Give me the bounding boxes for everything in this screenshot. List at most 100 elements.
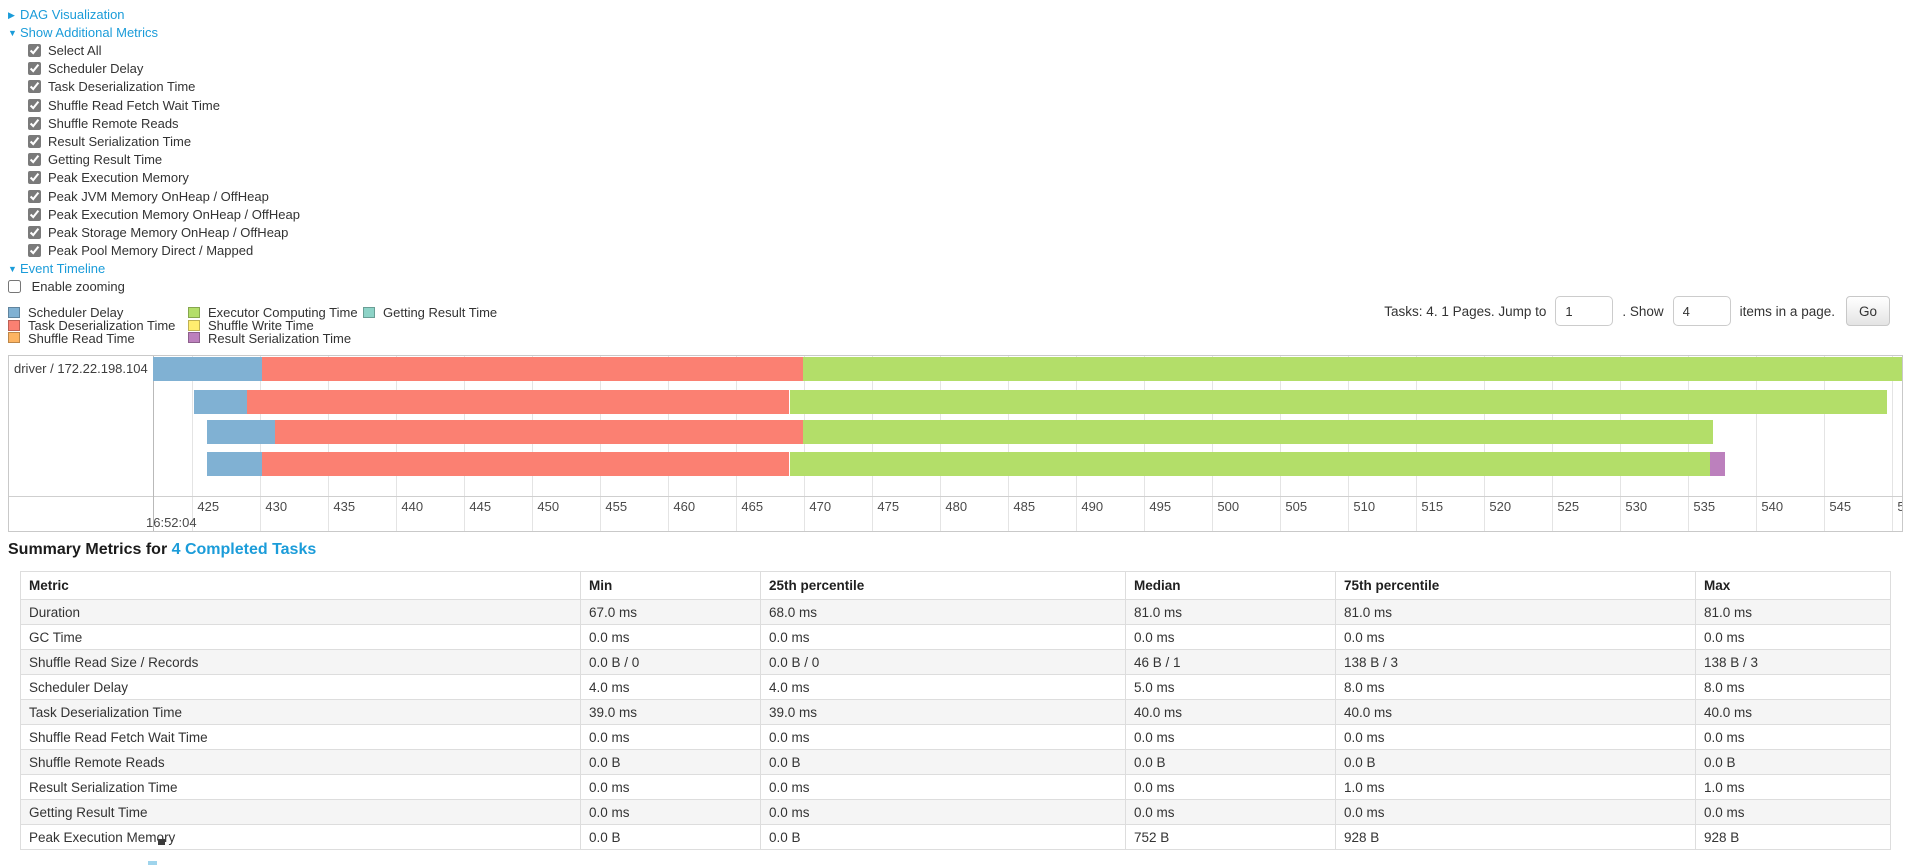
task-bar-segment-scheduler-delay[interactable]	[193, 390, 247, 414]
items-per-page-input[interactable]	[1672, 296, 1731, 326]
legend-item: Task Deserialization Time	[8, 317, 176, 333]
task-bar-segment-executor-computing[interactable]	[803, 420, 1713, 444]
tick-label: 505	[1285, 499, 1308, 514]
table-cell: 0.0 B	[580, 824, 761, 850]
tick-label: 450	[537, 499, 560, 514]
tick-label: 455	[605, 499, 628, 514]
task-bar-segment-executor-computing[interactable]	[789, 390, 1887, 414]
metric-checkbox-0[interactable]: Select All	[28, 42, 300, 60]
go-button[interactable]: Go	[1845, 296, 1890, 326]
metric-checkbox-10[interactable]: Peak Storage Memory OnHeap / OffHeap	[28, 224, 300, 242]
table-cell: 0.0 B / 0	[760, 649, 1126, 675]
table-cell: 39.0 ms	[580, 699, 761, 725]
task-bar-segment-task-deserialization[interactable]	[261, 357, 804, 381]
table-cell: Result Serialization Time	[20, 774, 581, 800]
task-bar-segment-executor-computing[interactable]	[789, 452, 1711, 476]
metric-checkbox-label: Peak Execution Memory OnHeap / OffHeap	[48, 206, 300, 222]
metric-checkbox-5[interactable]: Result Serialization Time	[28, 133, 300, 151]
metric-checkbox-input[interactable]	[28, 153, 41, 167]
legend-swatch-icon	[188, 332, 200, 344]
table-cell: 81.0 ms	[1335, 599, 1696, 625]
legend-label: Shuffle Write Time	[208, 317, 314, 333]
tick-label: 550	[1897, 499, 1902, 514]
metric-checkbox-9[interactable]: Peak Execution Memory OnHeap / OffHeap	[28, 206, 300, 224]
legend-column: Getting Result Time	[363, 305, 497, 320]
legend-label: Task Deserialization Time	[28, 317, 176, 333]
legend-item: Shuffle Write Time	[188, 317, 358, 333]
metric-checkbox-input[interactable]	[28, 189, 41, 203]
table-cell: 0.0 ms	[1125, 724, 1336, 750]
metric-checkbox-input[interactable]	[28, 134, 41, 148]
metric-checkbox-input[interactable]	[28, 44, 41, 57]
table-cell: Duration	[20, 599, 581, 625]
metric-checkbox-label: Select All	[48, 43, 102, 58]
table-cell: 8.0 ms	[1695, 674, 1891, 700]
metric-checkbox-input[interactable]	[28, 62, 41, 76]
legend-swatch-icon	[8, 306, 20, 318]
metric-checkbox-1[interactable]: Scheduler Delay	[28, 60, 300, 78]
metric-checkbox-3[interactable]: Shuffle Read Fetch Wait Time	[28, 97, 300, 115]
metric-checkbox-label: Peak JVM Memory OnHeap / OffHeap	[48, 188, 269, 204]
metric-checkbox-input[interactable]	[28, 80, 41, 94]
show-additional-metrics-toggle[interactable]: ▼ Show Additional Metrics	[8, 24, 300, 42]
table-cell: 0.0 ms	[580, 774, 761, 800]
tick-label: 500	[1217, 499, 1240, 514]
table-cell: 0.0 ms	[1695, 724, 1891, 750]
tick-label: 535	[1693, 499, 1716, 514]
table-cell: 4.0 ms	[580, 674, 761, 700]
table-cell: 0.0 ms	[1695, 624, 1891, 650]
table-cell: Shuffle Read Fetch Wait Time	[20, 724, 581, 750]
metric-checkbox-8[interactable]: Peak JVM Memory OnHeap / OffHeap	[28, 188, 300, 206]
task-bar-segment-task-deserialization[interactable]	[261, 452, 790, 476]
task-bar-segment-scheduler-delay[interactable]	[153, 357, 262, 381]
metric-checkbox-7[interactable]: Peak Execution Memory	[28, 169, 300, 187]
pagination-items-text: items in a page.	[1739, 303, 1835, 319]
dag-visualization-label: DAG Visualization	[20, 7, 125, 22]
legend-item: Getting Result Time	[363, 305, 497, 320]
task-bar-segment-executor-computing[interactable]	[803, 357, 1902, 381]
metric-checkbox-label: Shuffle Remote Reads	[48, 115, 179, 131]
metric-checkbox-11[interactable]: Peak Pool Memory Direct / Mapped	[28, 242, 300, 260]
tick-label: 460	[673, 499, 696, 514]
table-cell: GC Time	[20, 624, 581, 650]
dag-visualization-toggle[interactable]: ▶ DAG Visualization	[8, 6, 300, 24]
metric-checkbox-input[interactable]	[28, 116, 41, 130]
gridline	[192, 356, 194, 531]
gridline	[1892, 356, 1894, 531]
metric-checkbox-input[interactable]	[28, 225, 41, 239]
tick-label: 485	[1013, 499, 1036, 514]
tick-label: 445	[469, 499, 492, 514]
enable-zooming-input[interactable]	[8, 280, 21, 294]
table-cell: Shuffle Remote Reads	[20, 749, 581, 775]
table-cell: 0.0 B	[1335, 749, 1696, 775]
task-bar-segment-scheduler-delay[interactable]	[207, 452, 262, 476]
metric-checkbox-input[interactable]	[28, 244, 41, 258]
tick-label: 530	[1625, 499, 1648, 514]
metric-checkbox-input[interactable]	[28, 171, 41, 185]
task-bar-segment-task-deserialization[interactable]	[246, 390, 790, 414]
task-bar-segment-task-deserialization[interactable]	[275, 420, 804, 444]
metric-checkbox-2[interactable]: Task Deserialization Time	[28, 78, 300, 96]
completed-tasks-link[interactable]: 4 Completed Tasks	[171, 541, 317, 558]
metric-checkbox-input[interactable]	[28, 207, 41, 221]
expanded-arrow-icon: ▼	[8, 264, 17, 275]
tick-label: 435	[333, 499, 356, 514]
event-timeline-toggle[interactable]: ▼ Event Timeline	[8, 260, 300, 278]
show-additional-metrics-label: Show Additional Metrics	[20, 25, 159, 40]
jump-to-page-input[interactable]	[1555, 296, 1614, 326]
table-cell: 0.0 ms	[1125, 624, 1336, 650]
metric-checkbox-input[interactable]	[28, 98, 41, 112]
tick-label: 430	[265, 499, 288, 514]
tick-label: 470	[809, 499, 832, 514]
metric-checkbox-4[interactable]: Shuffle Remote Reads	[28, 115, 300, 133]
metric-checkbox-6[interactable]: Getting Result Time	[28, 151, 300, 169]
task-bar-segment-result-serialization[interactable]	[1710, 452, 1726, 476]
executor-row-label: driver / 172.22.198.104	[14, 361, 148, 376]
legend-item: Shuffle Read Time	[8, 331, 175, 346]
table-cell: 0.0 ms	[760, 774, 1126, 800]
table-cell: 0.0 B	[760, 749, 1126, 775]
enable-zooming-checkbox[interactable]: Enable zooming	[8, 279, 125, 294]
task-bar-segment-scheduler-delay[interactable]	[207, 420, 276, 444]
event-timeline-chart: driver / 172.22.198.104 425 430 435 440 445 4…	[8, 355, 1903, 532]
metric-checkbox-list: Select All Scheduler Delay Task Deserializ…	[8, 42, 300, 260]
